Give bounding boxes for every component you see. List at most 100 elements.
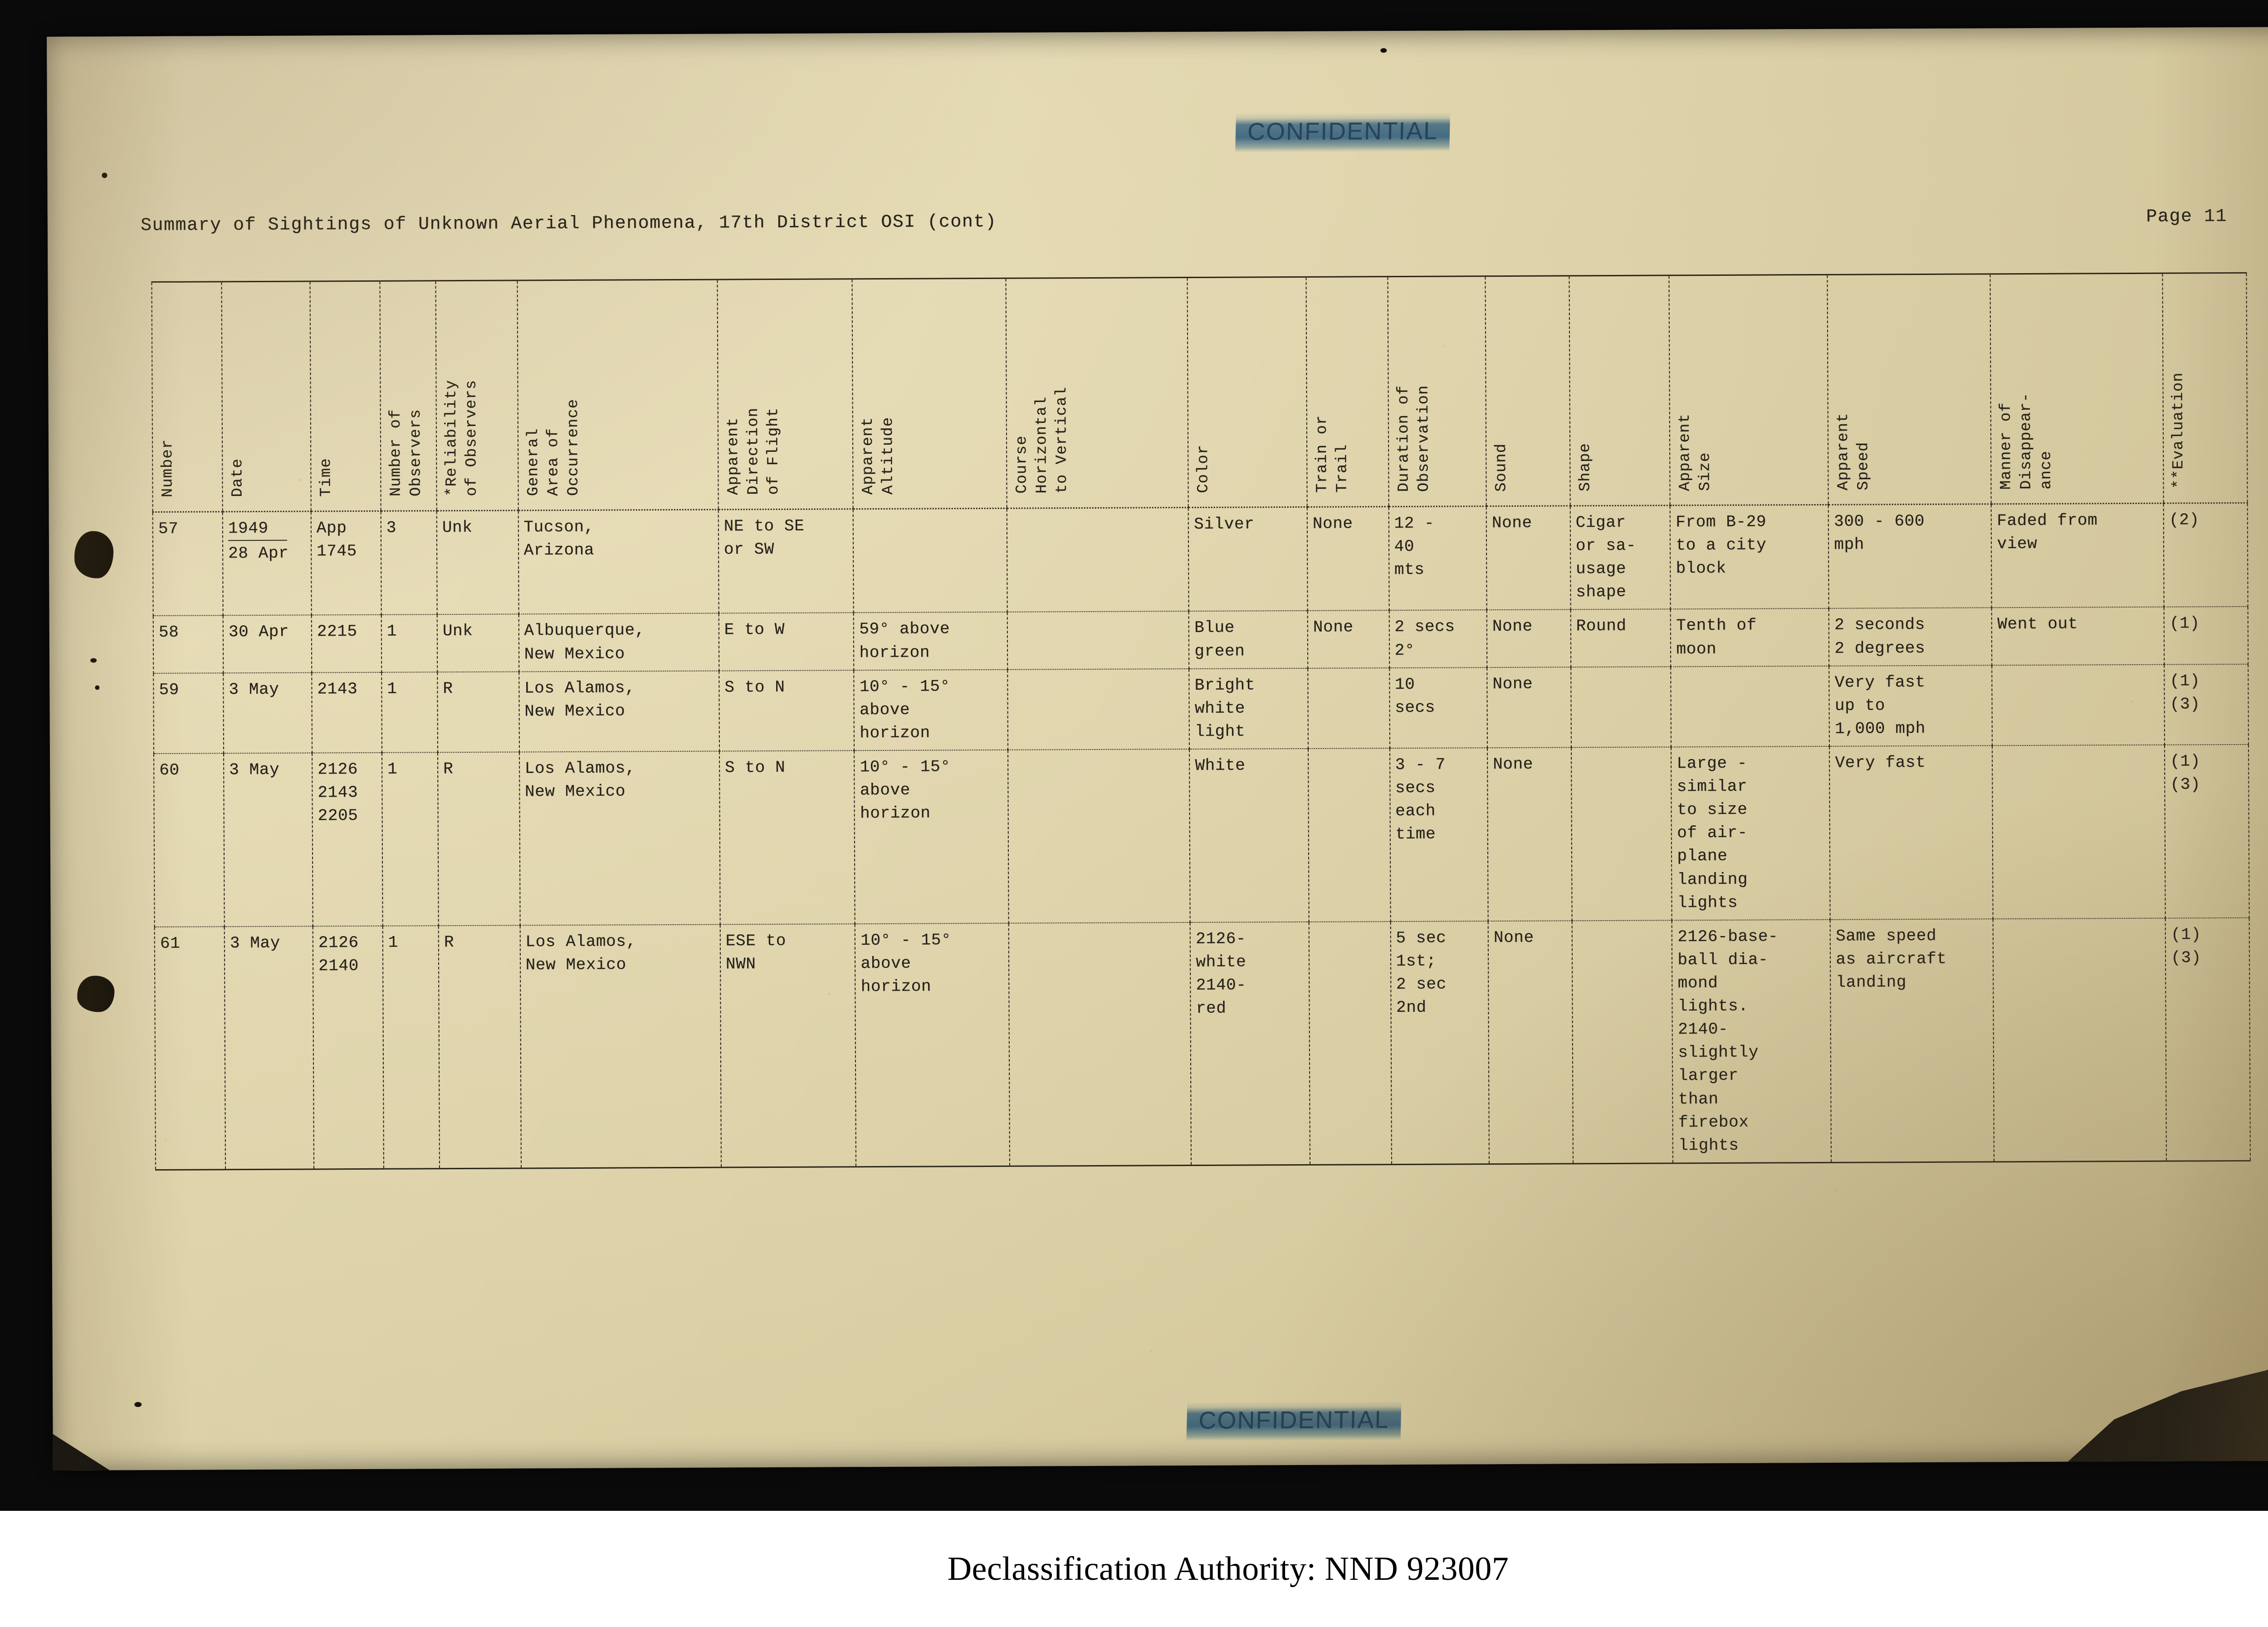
cell-altitude: 10° - 15° above horizon: [854, 669, 1008, 751]
column-header-direction-label: Apparent Direction of Flight: [724, 407, 782, 495]
cell-area: Los Alamos, New Mexico: [518, 671, 719, 752]
cell-duration: 12 - 40 mts: [1388, 506, 1487, 611]
column-header-duration: Duration of Observation: [1387, 276, 1486, 507]
cell-size: 2126-base- ball dia- mond lights. 2140- …: [1672, 919, 1832, 1163]
cell-duration: 2 secs 2°: [1389, 610, 1487, 668]
cell-date: 3 May: [223, 672, 312, 754]
column-header-reliability: *Reliability of Observers: [435, 280, 518, 511]
cell-sound: None: [1487, 667, 1571, 748]
cell-altitude: 10° - 15° above horizon: [855, 923, 1010, 1167]
paper-tear-bottom-right: [2063, 1337, 2268, 1465]
table-row: 57 1949 28 Apr App 1745 3 Unk Tucson, Arizona N…: [152, 503, 2248, 616]
column-header-sound: Sound: [1485, 275, 1570, 506]
column-header-sound-label: Sound: [1493, 443, 1510, 492]
cell-date: 3 May: [224, 926, 314, 1170]
column-header-course: Course Horizontal to Vertical: [1006, 277, 1188, 509]
cell-evaluation: (2): [2163, 503, 2248, 608]
cell-train: [1308, 667, 1390, 749]
cell-altitude: 59° above horizon: [854, 612, 1008, 670]
cell-color: Blue green: [1188, 611, 1308, 669]
column-header-size: Apparent Size: [1669, 274, 1828, 505]
cell-observers: 1: [381, 614, 438, 672]
cell-date: 1949 28 Apr: [222, 511, 312, 616]
cell-shape: [1571, 747, 1672, 921]
column-header-train: Train or Trail: [1306, 276, 1389, 507]
cell-reliability: R: [438, 925, 521, 1169]
table-row: 59 3 May 2143 1 R Los Alamos, New Mexico S to …: [153, 664, 2248, 754]
cell-course: [1007, 668, 1190, 750]
sightings-table: Number Date Time Number of Observers *Re…: [151, 272, 2251, 1171]
column-header-size-label: Apparent Size: [1677, 413, 1715, 491]
cell-observers: 3: [381, 510, 437, 615]
cell-shape: Round: [1570, 609, 1671, 667]
cell-size: [1671, 666, 1830, 747]
cell-train: None: [1307, 610, 1389, 668]
document-title: Summary of Sightings of Unknown Aerial P…: [140, 211, 997, 236]
cell-reliability: R: [437, 752, 520, 926]
cell-duration: 5 sec 1st; 2 sec 2nd: [1390, 921, 1490, 1165]
cell-disappearance: [1992, 745, 2165, 919]
cell-area: Tucson, Arizona: [518, 510, 719, 614]
cell-disappearance: [1993, 918, 2167, 1162]
photo-frame: CONFIDENTIAL Summary of Sightings of Unk…: [0, 0, 2268, 1511]
ink-blot-1: [74, 531, 114, 578]
column-header-altitude: Apparent Altitude: [852, 278, 1007, 509]
column-header-date: Date: [221, 281, 311, 512]
cell-speed: Same speed as aircraft landing: [1830, 919, 1994, 1163]
ink-speck-2: [90, 658, 97, 663]
cell-reliability: Unk: [436, 510, 519, 615]
column-header-time-label: Time: [318, 458, 335, 497]
cell-shape: [1572, 920, 1673, 1164]
column-header-evaluation-label: **Evaluation: [2170, 372, 2188, 489]
cell-train: [1309, 921, 1392, 1165]
cell-disappearance: Faded from view: [1991, 503, 2164, 608]
cell-evaluation: (1) (3): [2165, 917, 2250, 1161]
column-header-speed-label: Apparent Speed: [1835, 412, 1872, 490]
cell-shape: Cigar or sa- usage shape: [1570, 505, 1671, 610]
cell-speed: 300 - 600 mph: [1828, 504, 1992, 609]
cell-area: Los Alamos, New Mexico: [519, 751, 720, 926]
cell-reliability: R: [437, 671, 519, 753]
declassification-caption-strip: Declassification Authority: NND 923007: [0, 1511, 2268, 1627]
ink-speck-1: [102, 172, 108, 178]
cell-number: 57: [152, 511, 223, 616]
column-header-evaluation: **Evaluation: [2162, 273, 2248, 504]
cell-direction: ESE to NWN: [720, 924, 856, 1167]
table-row: 61 3 May 2126 2140 1 R Los Alamos, New Mexico…: [154, 917, 2250, 1170]
page-number: Page 11: [2146, 206, 2228, 227]
column-header-color-label: Color: [1195, 444, 1212, 493]
column-header-reliability-label: *Reliability of Observers: [443, 379, 481, 497]
ink-speck-3: [95, 685, 100, 690]
table-row: 60 3 May 2126 2143 2205 1 R Los Alamos, New M…: [154, 744, 2249, 927]
column-header-altitude-label: Apparent Altitude: [860, 417, 898, 495]
cell-time: 2126 2140: [313, 926, 384, 1169]
cell-direction: S to N: [719, 750, 855, 925]
column-header-disappearance: Manner of Disappear- ance: [1990, 273, 2164, 504]
cell-evaluation: (1) (3): [2165, 744, 2249, 918]
document-header: Summary of Sightings of Unknown Aerial P…: [141, 206, 2227, 236]
cell-color: Bright white light: [1189, 668, 1308, 750]
column-header-observers-label: Number of Observers: [387, 409, 425, 497]
column-header-observers: Number of Observers: [380, 280, 437, 511]
cell-duration: 3 - 7 secs each time: [1389, 748, 1488, 921]
table-header-row: Number Date Time Number of Observers *Re…: [152, 273, 2248, 512]
column-header-area-label: General Area of Occurrence: [524, 398, 582, 496]
cell-train: None: [1307, 506, 1389, 611]
table-row: 58 30 Apr 2215 1 Unk Albuquerque, New Mexico E…: [153, 607, 2248, 673]
cell-sound: None: [1488, 921, 1573, 1164]
column-header-speed: Apparent Speed: [1827, 274, 1992, 505]
column-header-date-label: Date: [229, 458, 247, 498]
cell-size: From B-29 to a city block: [1670, 505, 1829, 609]
cell-speed: Very fast: [1829, 745, 1994, 920]
cell-sound: None: [1487, 747, 1572, 921]
cell-altitude: [853, 508, 1007, 613]
declassification-authority-text: Declassification Authority: NND 923007: [947, 1550, 1509, 1588]
column-header-number-label: Number: [159, 439, 177, 498]
column-header-course-label: Course Horizontal to Vertical: [1013, 387, 1071, 494]
cell-color: Silver: [1188, 507, 1308, 612]
cell-course: [1007, 507, 1189, 613]
column-header-number: Number: [152, 281, 223, 512]
cell-size: Large - similar to size of air- plane la…: [1671, 746, 1830, 921]
cell-time: 2215: [311, 615, 382, 673]
cell-duration: 10 secs: [1389, 667, 1487, 749]
